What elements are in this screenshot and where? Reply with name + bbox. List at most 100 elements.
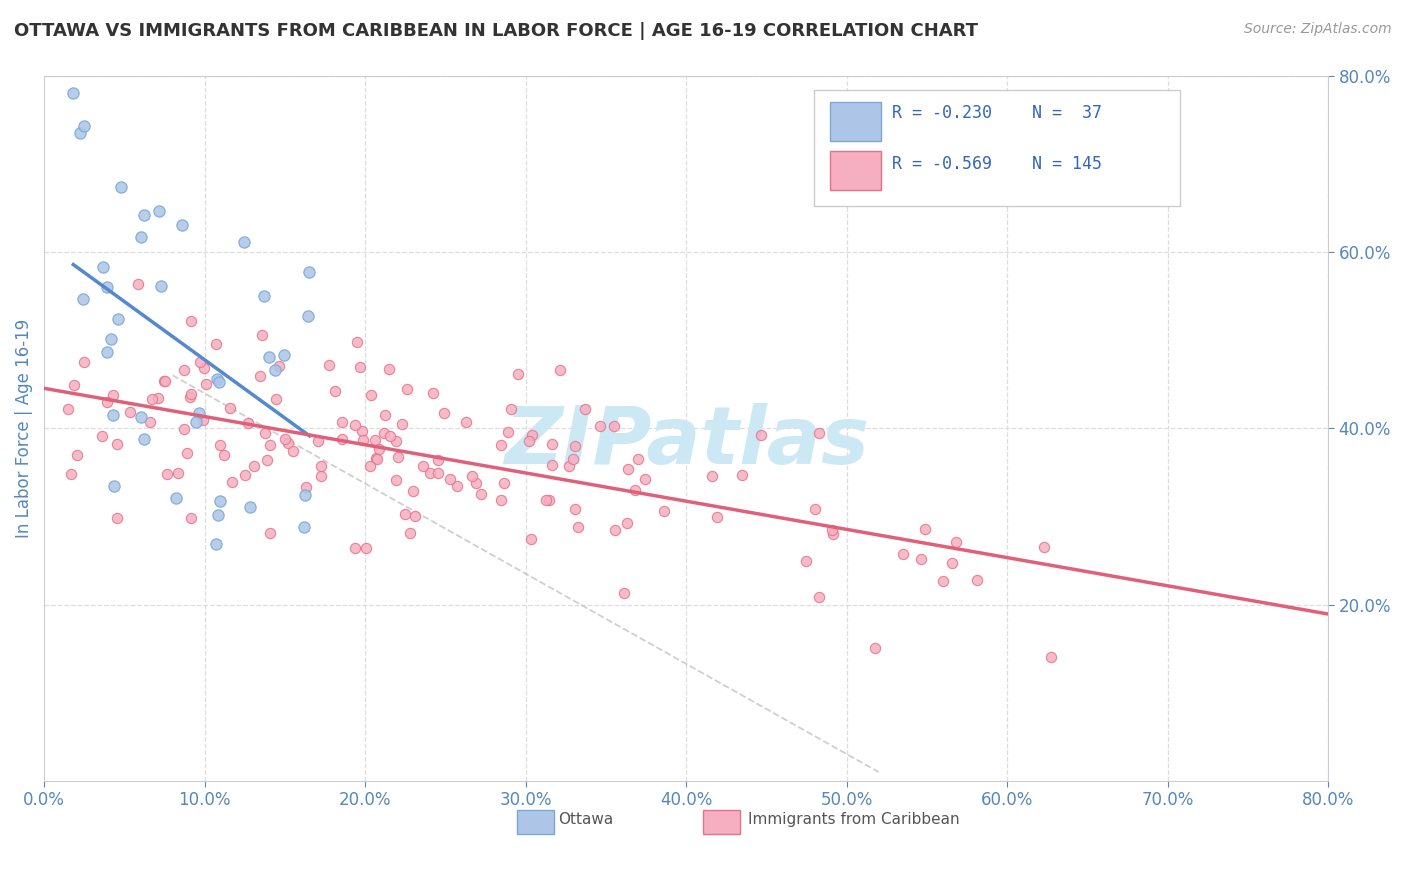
Point [173, 363, 195, 377]
Point [212, 448, 235, 462]
Point [259, 350, 281, 364]
Point [233, 235, 256, 249]
Point [256, 453, 278, 467]
Point [72, 292, 94, 306]
Point [863, 641, 886, 656]
Point [250, 327, 273, 342]
Point [537, 492, 560, 507]
Point [374, 408, 396, 422]
Point [499, 402, 522, 417]
Point [412, 459, 434, 474]
Point [274, 432, 297, 446]
Point [404, 509, 426, 524]
Point [564, 501, 586, 516]
Point [384, 474, 406, 488]
Point [148, 391, 170, 405]
Point [259, 438, 281, 452]
Point [129, 229, 152, 244]
Point [541, 458, 564, 472]
Point [148, 204, 170, 219]
Point [292, 520, 315, 534]
Point [350, 424, 373, 438]
Point [72, 355, 94, 369]
Point [456, 416, 478, 430]
Point [180, 314, 202, 328]
Point [700, 468, 723, 483]
Point [387, 450, 409, 464]
Text: OTTAWA VS IMMIGRANTS FROM CARIBBEAN IN LABOR FORCE | AGE 16-19 CORRELATION CHART: OTTAWA VS IMMIGRANTS FROM CARIBBEAN IN L… [14, 22, 979, 40]
Point [617, 462, 640, 476]
Point [195, 377, 218, 392]
Point [914, 522, 936, 536]
Point [359, 458, 381, 473]
Point [398, 525, 420, 540]
Point [205, 337, 228, 351]
Point [589, 419, 612, 434]
Point [176, 446, 198, 460]
Point [910, 552, 932, 566]
Point [127, 277, 149, 291]
Point [277, 436, 299, 450]
Point [239, 500, 262, 514]
Point [422, 386, 444, 401]
Point [96, 395, 118, 409]
Point [567, 519, 589, 533]
Point [66, 448, 89, 462]
Point [343, 541, 366, 555]
Point [208, 376, 231, 390]
Point [489, 437, 512, 451]
Point [352, 434, 374, 448]
Point [517, 434, 540, 449]
Point [731, 468, 754, 483]
Point [218, 401, 240, 415]
Point [426, 466, 449, 480]
Point [1032, 540, 1054, 554]
Point [891, 547, 914, 561]
Point [461, 468, 484, 483]
Point [564, 439, 586, 453]
FancyBboxPatch shape [516, 810, 554, 834]
Point [107, 312, 129, 326]
Text: Immigrants from Caribbean: Immigrants from Caribbean [748, 813, 959, 827]
Point [931, 574, 953, 588]
Point [318, 358, 340, 372]
Point [309, 458, 332, 473]
Point [295, 480, 318, 494]
Point [821, 524, 844, 538]
Text: R = -0.569    N = 145: R = -0.569 N = 145 [891, 154, 1101, 173]
Point [150, 279, 173, 293]
Point [309, 469, 332, 483]
Point [391, 417, 413, 431]
Point [105, 437, 128, 451]
Point [807, 590, 830, 604]
Point [439, 472, 461, 486]
Point [624, 483, 647, 498]
Point [249, 369, 271, 384]
Point [749, 428, 772, 442]
Point [132, 208, 155, 222]
Point [209, 493, 232, 508]
Point [170, 218, 193, 232]
Point [205, 372, 228, 386]
Point [323, 384, 346, 398]
Point [56, 402, 79, 417]
Point [105, 511, 128, 525]
Point [180, 386, 202, 401]
Point [520, 428, 543, 442]
Text: R = -0.230    N =  37: R = -0.230 N = 37 [891, 103, 1101, 122]
Point [540, 437, 562, 451]
Point [207, 508, 229, 523]
FancyBboxPatch shape [814, 89, 1181, 206]
Point [343, 418, 366, 433]
Point [193, 360, 215, 375]
Point [173, 422, 195, 436]
Point [603, 523, 626, 537]
Point [534, 492, 557, 507]
Point [266, 392, 288, 406]
Point [273, 348, 295, 362]
Point [132, 432, 155, 446]
Point [283, 444, 305, 458]
Point [204, 537, 226, 551]
Point [60, 467, 83, 482]
Point [221, 475, 243, 490]
